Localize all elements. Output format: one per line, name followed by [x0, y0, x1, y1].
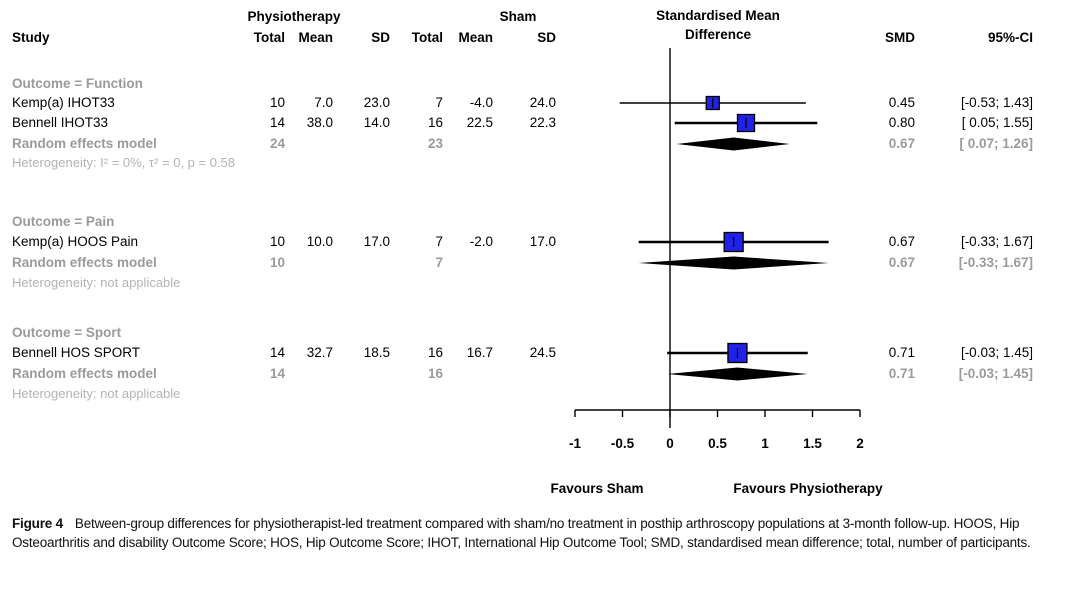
axis-tick-label: 0: [666, 436, 674, 451]
effect-square: [736, 113, 756, 133]
pooled-label: Random effects model: [12, 255, 157, 270]
total-sham: 7: [435, 234, 443, 249]
heterogeneity-note: Heterogeneity: not applicable: [12, 386, 181, 401]
smd-value: 0.71: [888, 345, 915, 360]
favours-left-label: Favours Sham: [550, 481, 644, 496]
total-physio: 14: [269, 345, 285, 360]
total-sham: 16: [427, 345, 443, 360]
pooled-total-physio: 14: [269, 366, 285, 381]
pooled-diamond: [638, 256, 829, 270]
total-physio: 10: [269, 95, 285, 110]
favours-right-label: Favours Physiotherapy: [733, 481, 883, 496]
pooled-diamond: [667, 367, 808, 381]
heterogeneity-note: Heterogeneity: I² = 0%, τ² = 0, p = 0.58: [12, 155, 236, 170]
mean-sham: 22.5: [466, 115, 493, 130]
mean-physio: 10.0: [306, 234, 333, 249]
study-name: Bennell IHOT33: [12, 115, 109, 130]
pooled-diamond: [676, 137, 790, 151]
col-header-sd-physio: SD: [371, 30, 390, 45]
axis-tick-label: -0.5: [610, 436, 635, 451]
smd-value: 0.80: [888, 115, 915, 130]
mean-physio: 38.0: [306, 115, 333, 130]
effect-title-line1: Standardised Mean: [656, 8, 780, 23]
pooled-total-sham: 7: [435, 255, 443, 270]
heterogeneity-note: Heterogeneity: not applicable: [12, 275, 181, 290]
ci-value: [-0.33; 1.67]: [960, 234, 1033, 249]
pooled-total-sham: 23: [427, 136, 443, 151]
pooled-label: Random effects model: [12, 366, 157, 381]
pooled-ci-value: [ 0.07; 1.26]: [959, 136, 1033, 151]
col-header-mean-sham: Mean: [458, 30, 493, 45]
sd-sham: 17.0: [529, 234, 556, 249]
sd-physio: 18.5: [363, 345, 390, 360]
mean-sham: 16.7: [466, 345, 493, 360]
sd-sham: 22.3: [529, 115, 556, 130]
total-sham: 16: [427, 115, 443, 130]
smd-col-header: SMD: [885, 30, 915, 45]
effect-square: [705, 95, 720, 111]
effect-title-line2: Difference: [684, 27, 752, 42]
pooled-total-sham: 16: [427, 366, 443, 381]
study-col-header: Study: [12, 30, 50, 45]
study-name: Kemp(a) IHOT33: [12, 95, 115, 110]
sd-physio: 17.0: [363, 234, 390, 249]
col-header-sd-sham: SD: [537, 30, 556, 45]
pooled-ci-value: [-0.33; 1.67]: [958, 255, 1033, 270]
study-name: Kemp(a) HOOS Pain: [12, 234, 139, 249]
axis-tick-label: 0.5: [708, 436, 727, 451]
pooled-total-physio: 10: [269, 255, 285, 270]
pooled-smd-value: 0.71: [888, 366, 915, 381]
outcome-label: Outcome = Pain: [12, 214, 115, 229]
pooled-smd-value: 0.67: [888, 136, 915, 151]
effect-square: [727, 342, 748, 364]
mean-sham: -4.0: [469, 95, 493, 110]
pooled-label: Random effects model: [12, 136, 157, 151]
axis-tick-label: -1: [568, 436, 581, 451]
pooled-smd-value: 0.67: [888, 255, 915, 270]
study-name: Bennell HOS SPORT: [12, 345, 141, 360]
sd-physio: 23.0: [363, 95, 390, 110]
smd-value: 0.67: [888, 234, 915, 249]
axis-tick-label: 1: [761, 436, 769, 451]
col-header-mean-physio: Mean: [298, 30, 333, 45]
col-header-total-physio: Total: [253, 30, 285, 45]
total-physio: 10: [269, 234, 285, 249]
outcome-label: Outcome = Function: [12, 76, 143, 91]
sd-physio: 14.0: [363, 115, 390, 130]
axis-tick-label: 1.5: [803, 436, 822, 451]
smd-value: 0.45: [888, 95, 915, 110]
total-physio: 14: [269, 115, 285, 130]
figure-caption-text: Between-group differences for physiother…: [12, 516, 1031, 550]
sd-sham: 24.5: [529, 345, 556, 360]
mean-sham: -2.0: [469, 234, 493, 249]
mean-physio: 7.0: [314, 95, 333, 110]
figure-caption-label: Figure 4: [12, 516, 63, 531]
mean-physio: 32.7: [306, 345, 333, 360]
ci-value: [ 0.05; 1.55]: [961, 115, 1033, 130]
group2-header: Sham: [499, 9, 537, 24]
total-sham: 7: [435, 95, 443, 110]
pooled-total-physio: 24: [269, 136, 285, 151]
outcome-label: Outcome = Sport: [12, 325, 122, 340]
pooled-ci-value: [-0.03; 1.45]: [958, 366, 1033, 381]
ci-value: [-0.53; 1.43]: [960, 95, 1033, 110]
group1-header: Physiotherapy: [247, 9, 341, 24]
figure-caption: Figure 4 Between-group differences for ph…: [12, 514, 1056, 552]
col-header-total-sham: Total: [411, 30, 443, 45]
effect-square: [723, 231, 744, 253]
ci-col-header: 95%-CI: [987, 30, 1033, 45]
axis-tick-label: 2: [856, 436, 864, 451]
ci-value: [-0.03; 1.45]: [960, 345, 1033, 360]
sd-sham: 24.0: [529, 95, 556, 110]
